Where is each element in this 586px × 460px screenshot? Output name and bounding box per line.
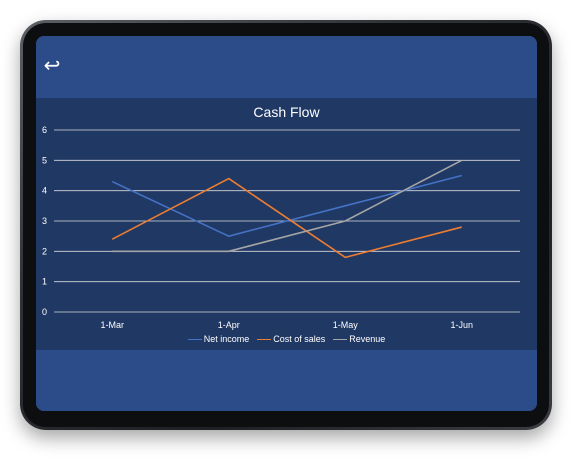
chart-title: Cash Flow xyxy=(253,104,320,120)
legend-label: Cost of sales xyxy=(273,334,326,344)
chart-series xyxy=(111,159,463,259)
x-tick-label: 1-Jun xyxy=(450,320,473,330)
x-tick-label: 1-Apr xyxy=(218,320,240,330)
cash-flow-chart: 0 1 2 3 4 5 6 1-Mar 1-Apr 1-May 1-Jun xyxy=(42,125,520,330)
y-tick-label: 5 xyxy=(42,155,47,165)
x-tick-label: 1-Mar xyxy=(100,320,124,330)
legend-item: Revenue xyxy=(333,334,385,344)
x-tick-label: 1-May xyxy=(333,320,359,330)
legend-label: Net income xyxy=(203,334,250,344)
legend-swatch xyxy=(333,339,348,341)
legend-label: Revenue xyxy=(349,334,386,344)
series-line-net-income xyxy=(111,174,462,237)
y-tick-label: 2 xyxy=(42,246,47,256)
back-arrow-icon[interactable]: ↩ xyxy=(43,55,61,77)
top-bar: ↩ xyxy=(36,36,537,98)
x-axis-tick-labels: 1-Mar 1-Apr 1-May 1-Jun xyxy=(100,320,473,330)
chart-panel: 0 1 2 3 4 5 6 1-Mar 1-Apr 1-May 1-Jun Cash Flow N… xyxy=(36,98,537,350)
legend-item: Net income xyxy=(187,334,250,344)
y-tick-label: 0 xyxy=(42,307,47,317)
chart-legend: Net income Cost of sales Revenue xyxy=(36,334,537,344)
bottom-bar xyxy=(36,350,537,411)
y-axis-tick-labels: 0 1 2 3 4 5 6 xyxy=(42,125,47,317)
y-tick-label: 4 xyxy=(42,186,47,196)
legend-swatch xyxy=(257,339,272,341)
y-tick-label: 3 xyxy=(42,216,47,226)
legend-item: Cost of sales xyxy=(257,334,325,344)
y-tick-label: 6 xyxy=(42,125,47,135)
series-line-revenue xyxy=(112,159,463,253)
y-tick-label: 1 xyxy=(42,277,47,287)
legend-swatch xyxy=(187,339,202,341)
tablet-screen: ↩ 0 1 2 3 4 5 6 1-Mar 1-Apr 1-May 1-Jun Cash Flow… xyxy=(36,36,537,411)
series-line-cost-of-sales xyxy=(111,177,462,259)
